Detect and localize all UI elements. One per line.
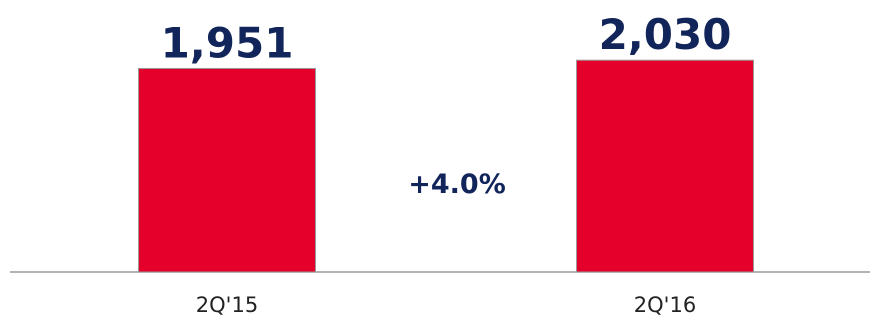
tick-label-1: 2Q'16 xyxy=(634,293,696,317)
bar-1 xyxy=(576,59,754,273)
bar-0 xyxy=(138,67,316,273)
change-annotation: +4.0% xyxy=(408,169,506,200)
value-label-0: 1,951 xyxy=(161,18,294,67)
tick-label-0: 2Q'15 xyxy=(196,293,258,317)
value-label-1: 2,030 xyxy=(599,10,732,59)
